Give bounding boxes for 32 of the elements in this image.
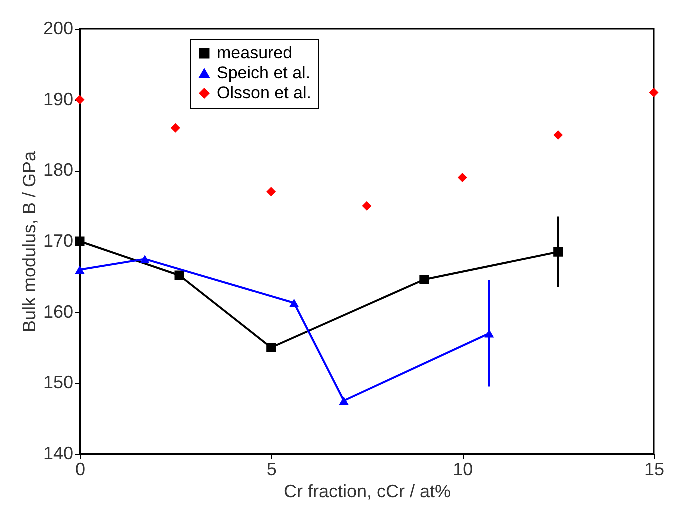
point bbox=[362, 201, 372, 211]
point bbox=[266, 187, 276, 197]
point bbox=[458, 173, 468, 182]
x-tick-label: 0 bbox=[75, 460, 86, 480]
y-tick-label: 150 bbox=[43, 372, 74, 393]
x-axis-title: Cr fraction, cCr / at% bbox=[284, 482, 452, 502]
legend-label: Speich et al. bbox=[217, 64, 311, 82]
point bbox=[554, 247, 564, 257]
point bbox=[140, 255, 150, 264]
y-axis-title: Bulk modulus, B / GPa bbox=[19, 150, 40, 333]
y-tick-label: 140 bbox=[43, 444, 74, 464]
y-tick-label: 190 bbox=[43, 89, 74, 110]
point bbox=[170, 123, 180, 133]
y-tick-label: 170 bbox=[43, 231, 74, 251]
point bbox=[649, 88, 659, 98]
x-tick-label: 15 bbox=[644, 460, 665, 480]
y-tick-label: 160 bbox=[43, 302, 74, 322]
point bbox=[266, 343, 276, 352]
legend-label: Olsson et al. bbox=[217, 84, 312, 102]
point bbox=[339, 396, 349, 405]
point bbox=[75, 236, 85, 246]
point bbox=[554, 130, 564, 140]
y-tick-label: 180 bbox=[43, 160, 74, 180]
point bbox=[75, 95, 85, 105]
x-tick-label: 5 bbox=[266, 460, 277, 480]
point bbox=[420, 275, 430, 284]
x-tick-label: 10 bbox=[453, 460, 474, 480]
point bbox=[290, 299, 300, 308]
point bbox=[75, 266, 85, 274]
point bbox=[484, 329, 494, 338]
y-tick-label: 200 bbox=[43, 18, 74, 38]
legend-label: measured bbox=[217, 44, 293, 62]
